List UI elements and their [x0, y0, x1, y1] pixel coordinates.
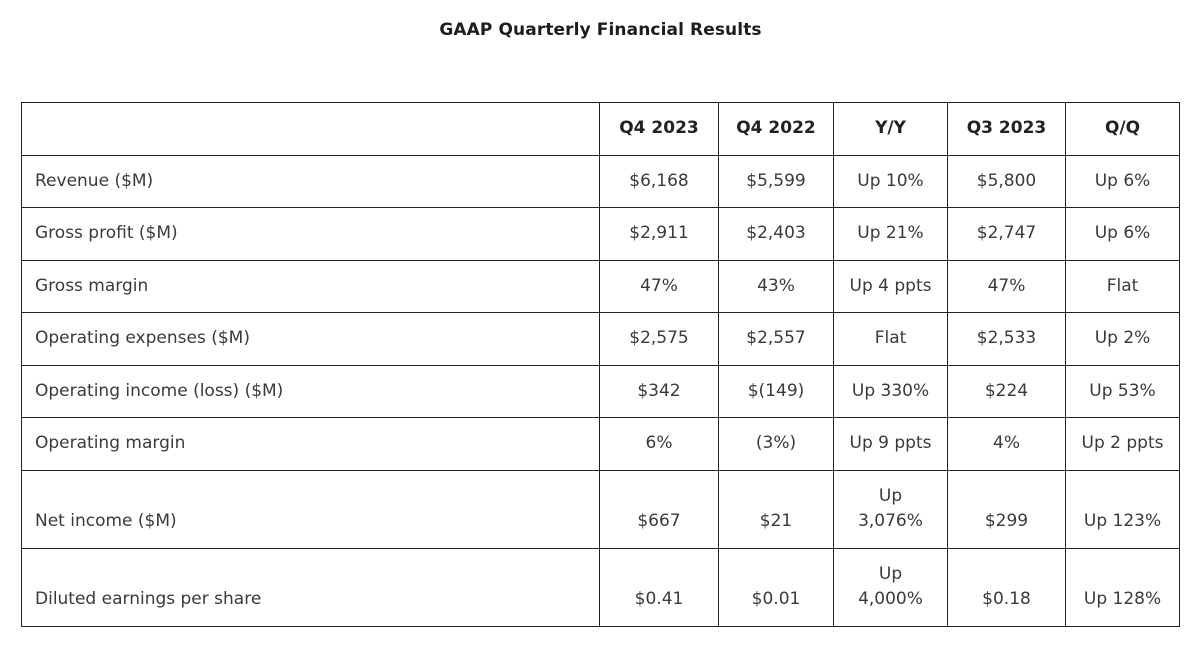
table-cell: $6,168 — [599, 154, 719, 208]
table-cell: 43% — [718, 259, 834, 313]
table-cell: $224 — [947, 364, 1066, 418]
row-label: Net income ($M) — [21, 469, 600, 549]
table-cell: Up 2 ppts — [1065, 417, 1180, 471]
table-cell: 6% — [599, 417, 719, 471]
row-label: Operating margin — [21, 417, 600, 471]
table-cell: 47% — [947, 259, 1066, 313]
table-row-operating-income: Operating income (loss) ($M) $342 $(149)… — [21, 364, 1180, 418]
column-header-yoy: Y/Y — [833, 102, 948, 156]
table-cell: Up 9 ppts — [833, 417, 948, 471]
table-cell: Up 53% — [1065, 364, 1180, 418]
column-header-q4-2022: Q4 2022 — [718, 102, 834, 156]
table-cell: $2,403 — [718, 207, 834, 261]
table-row-operating-expenses: Operating expenses ($M) $2,575 $2,557 Fl… — [21, 312, 1180, 366]
table-cell: (3%) — [718, 417, 834, 471]
table-row-operating-margin: Operating margin 6% (3%) Up 9 ppts 4% Up… — [21, 417, 1180, 471]
table-cell: 47% — [599, 259, 719, 313]
table-cell: $5,800 — [947, 154, 1066, 208]
table-cell: $299 — [947, 469, 1066, 549]
table-cell: Up 3,076% — [833, 469, 948, 549]
table-cell: Up 10% — [833, 154, 948, 208]
table-cell: $2,911 — [599, 207, 719, 261]
table-cell: $2,557 — [718, 312, 834, 366]
row-label: Gross margin — [21, 259, 600, 313]
table-cell: $0.41 — [599, 547, 719, 627]
header-row: Q4 2023 Q4 2022 Y/Y Q3 2023 Q/Q — [21, 102, 1180, 156]
table-cell: $0.01 — [718, 547, 834, 627]
column-header-metric — [21, 102, 600, 156]
row-label: Operating income (loss) ($M) — [21, 364, 600, 418]
table-cell: $2,575 — [599, 312, 719, 366]
table-cell: $0.18 — [947, 547, 1066, 627]
column-header-q3-2023: Q3 2023 — [947, 102, 1066, 156]
table-row-gross-margin: Gross margin 47% 43% Up 4 ppts 47% Flat — [21, 259, 1180, 313]
table-cell: $342 — [599, 364, 719, 418]
table-cell: Up 4 ppts — [833, 259, 948, 313]
row-label: Diluted earnings per share — [21, 547, 600, 627]
table-row-net-income: Net income ($M) $667 $21 Up 3,076% $299 … — [21, 469, 1180, 549]
table-cell: $5,599 — [718, 154, 834, 208]
table-cell: Up 123% — [1065, 469, 1180, 549]
table-cell: $(149) — [718, 364, 834, 418]
table-row-revenue: Revenue ($M) $6,168 $5,599 Up 10% $5,800… — [21, 154, 1180, 208]
table-cell: Up 330% — [833, 364, 948, 418]
table-cell: Up 2% — [1065, 312, 1180, 366]
column-header-qoq: Q/Q — [1065, 102, 1180, 156]
table-row-gross-profit: Gross profit ($M) $2,911 $2,403 Up 21% $… — [21, 207, 1180, 261]
table-cell: Up 6% — [1065, 154, 1180, 208]
table-cell: Up 6% — [1065, 207, 1180, 261]
page-title: GAAP Quarterly Financial Results — [439, 20, 762, 40]
table-cell: $2,533 — [947, 312, 1066, 366]
row-label: Revenue ($M) — [21, 154, 600, 208]
table-cell: Up 4,000% — [833, 547, 948, 627]
financial-results-table: Q4 2023 Q4 2022 Y/Y Q3 2023 Q/Q Revenue … — [21, 102, 1180, 627]
row-label: Operating expenses ($M) — [21, 312, 600, 366]
table-cell: $21 — [718, 469, 834, 549]
column-header-q4-2023: Q4 2023 — [599, 102, 719, 156]
row-label: Gross profit ($M) — [21, 207, 600, 261]
table-row-diluted-eps: Diluted earnings per share $0.41 $0.01 U… — [21, 547, 1180, 627]
table-cell: $667 — [599, 469, 719, 549]
table-cell: 4% — [947, 417, 1066, 471]
table-cell: Up 128% — [1065, 547, 1180, 627]
table-cell: Flat — [833, 312, 948, 366]
table-cell: Flat — [1065, 259, 1180, 313]
table-cell: Up 21% — [833, 207, 948, 261]
table-cell: $2,747 — [947, 207, 1066, 261]
